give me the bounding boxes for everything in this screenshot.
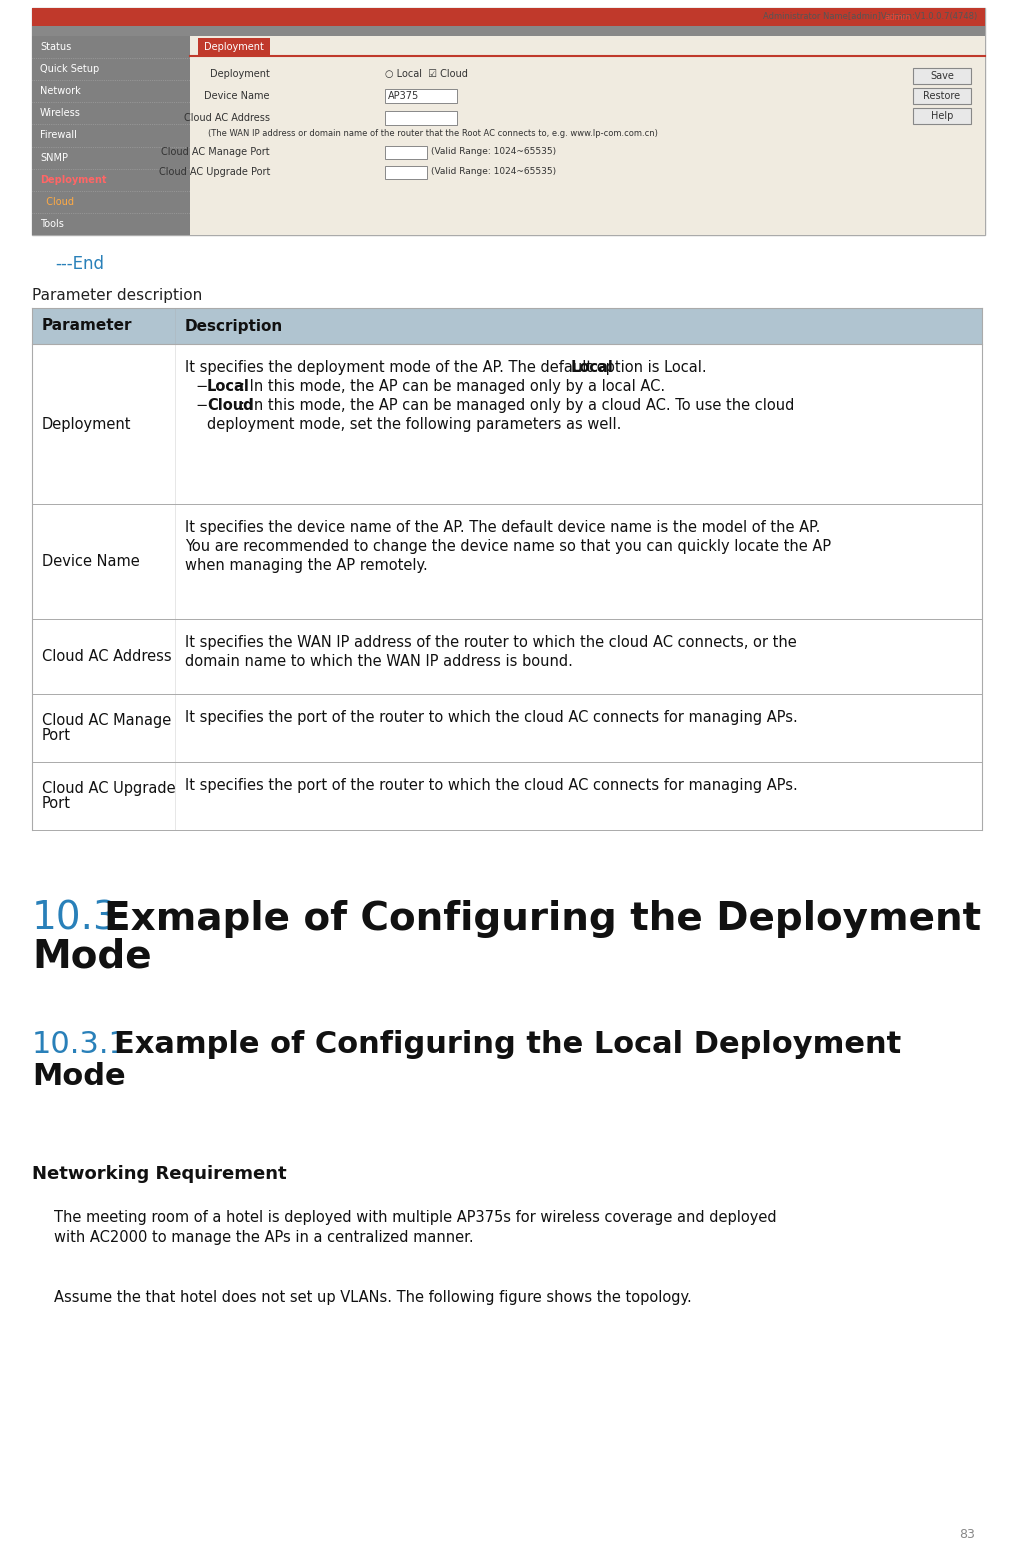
Text: Save: Save xyxy=(930,71,953,82)
Bar xyxy=(32,8,985,234)
Text: It specifies the deployment mode of the AP. The default option is Local.: It specifies the deployment mode of the … xyxy=(185,359,707,375)
Text: Administrator Name[admin]Version:V1.0.0.7(4748): Administrator Name[admin]Version:V1.0.0.… xyxy=(763,12,977,22)
Bar xyxy=(32,504,982,618)
Text: The meeting room of a hotel is deployed with multiple AP375s for wireless covera: The meeting room of a hotel is deployed … xyxy=(54,1210,777,1224)
Text: You are recommended to change the device name so that you can quickly locate the: You are recommended to change the device… xyxy=(185,540,831,554)
Text: Networking Requirement: Networking Requirement xyxy=(32,1166,287,1183)
Bar xyxy=(385,111,457,125)
Bar xyxy=(190,35,985,234)
Bar xyxy=(32,618,982,694)
Text: Cloud AC Address: Cloud AC Address xyxy=(42,649,172,665)
Text: Status: Status xyxy=(40,42,72,52)
Text: with AC2000 to manage the APs in a centralized manner.: with AC2000 to manage the APs in a centr… xyxy=(54,1231,474,1244)
Text: Exmaple of Configuring the Deployment: Exmaple of Configuring the Deployment xyxy=(104,901,981,938)
Bar xyxy=(32,8,985,26)
Text: (The WAN IP address or domain name of the router that the Root AC connects to, e: (The WAN IP address or domain name of th… xyxy=(208,130,658,139)
Text: Local: Local xyxy=(571,359,614,375)
Text: −: − xyxy=(195,398,207,413)
Bar xyxy=(32,694,982,762)
Text: Cloud: Cloud xyxy=(40,197,74,207)
Bar xyxy=(913,68,971,83)
Text: Device Name: Device Name xyxy=(204,91,270,100)
Bar xyxy=(32,344,982,504)
Text: : In this mode, the AP can be managed only by a local AC.: : In this mode, the AP can be managed on… xyxy=(239,379,665,395)
Text: Deployment: Deployment xyxy=(210,69,270,79)
Bar xyxy=(385,89,457,103)
Bar xyxy=(385,146,427,159)
Text: Help: Help xyxy=(931,111,953,120)
Text: Quick Setup: Quick Setup xyxy=(40,65,99,74)
Text: Mode: Mode xyxy=(32,938,152,976)
Text: It specifies the WAN IP address of the router to which the cloud AC connects, or: It specifies the WAN IP address of the r… xyxy=(185,635,797,651)
Text: It specifies the port of the router to which the cloud AC connects for managing : It specifies the port of the router to w… xyxy=(185,709,798,725)
Text: 83: 83 xyxy=(960,1528,975,1540)
Text: domain name to which the WAN IP address is bound.: domain name to which the WAN IP address … xyxy=(185,654,573,669)
Text: when managing the AP remotely.: when managing the AP remotely. xyxy=(185,558,428,574)
Bar xyxy=(32,26,985,35)
Text: (Valid Range: 1024~65535): (Valid Range: 1024~65535) xyxy=(431,148,557,156)
Text: admin: admin xyxy=(885,12,911,22)
Text: Parameter description: Parameter description xyxy=(32,288,202,302)
Bar xyxy=(385,167,427,179)
Text: Wireless: Wireless xyxy=(40,108,81,119)
Bar xyxy=(913,88,971,103)
Text: It specifies the device name of the AP. The default device name is the model of : It specifies the device name of the AP. … xyxy=(185,520,820,535)
Text: Cloud AC Upgrade: Cloud AC Upgrade xyxy=(42,780,176,796)
Text: Mode: Mode xyxy=(32,1062,125,1092)
Text: It specifies the port of the router to which the cloud AC connects for managing : It specifies the port of the router to w… xyxy=(185,779,798,793)
Text: Cloud AC Address: Cloud AC Address xyxy=(184,113,270,123)
Text: Port: Port xyxy=(42,728,71,743)
Text: Cloud: Cloud xyxy=(207,398,254,413)
Text: 10.3.1: 10.3.1 xyxy=(32,1030,129,1059)
Text: Deployment: Deployment xyxy=(40,174,106,185)
Text: ---End: ---End xyxy=(55,254,104,273)
Text: Example of Configuring the Local Deployment: Example of Configuring the Local Deploym… xyxy=(114,1030,901,1059)
Text: AP375: AP375 xyxy=(388,91,419,100)
Text: Parameter: Parameter xyxy=(42,319,132,333)
Text: : In this mode, the AP can be managed only by a cloud AC. To use the cloud: : In this mode, the AP can be managed on… xyxy=(239,398,794,413)
Text: Local: Local xyxy=(207,379,249,395)
Bar xyxy=(32,308,982,344)
Text: −: − xyxy=(195,379,207,395)
Bar xyxy=(32,762,982,830)
Text: 10.3: 10.3 xyxy=(32,901,119,938)
Text: Deployment: Deployment xyxy=(42,416,131,432)
Text: SNMP: SNMP xyxy=(40,153,68,162)
Text: Deployment: Deployment xyxy=(204,42,264,52)
Bar xyxy=(32,35,190,234)
Text: Port: Port xyxy=(42,797,71,811)
Text: Firewall: Firewall xyxy=(40,131,77,140)
Text: Description: Description xyxy=(185,319,283,333)
Text: Tools: Tools xyxy=(40,219,64,228)
Text: Cloud AC Upgrade Port: Cloud AC Upgrade Port xyxy=(159,167,270,177)
Bar xyxy=(198,39,270,56)
Text: deployment mode, set the following parameters as well.: deployment mode, set the following param… xyxy=(207,416,621,432)
Bar xyxy=(913,108,971,123)
Text: Device Name: Device Name xyxy=(42,554,139,569)
Text: Assume the that hotel does not set up VLANs. The following figure shows the topo: Assume the that hotel does not set up VL… xyxy=(54,1291,692,1305)
Text: (Valid Range: 1024~65535): (Valid Range: 1024~65535) xyxy=(431,168,557,176)
Text: ○ Local  ☑ Cloud: ○ Local ☑ Cloud xyxy=(385,69,468,79)
Text: Cloud AC Manage Port: Cloud AC Manage Port xyxy=(162,146,270,157)
Text: Network: Network xyxy=(40,86,81,96)
Text: Restore: Restore xyxy=(923,91,961,100)
Text: Cloud AC Manage: Cloud AC Manage xyxy=(42,712,172,728)
